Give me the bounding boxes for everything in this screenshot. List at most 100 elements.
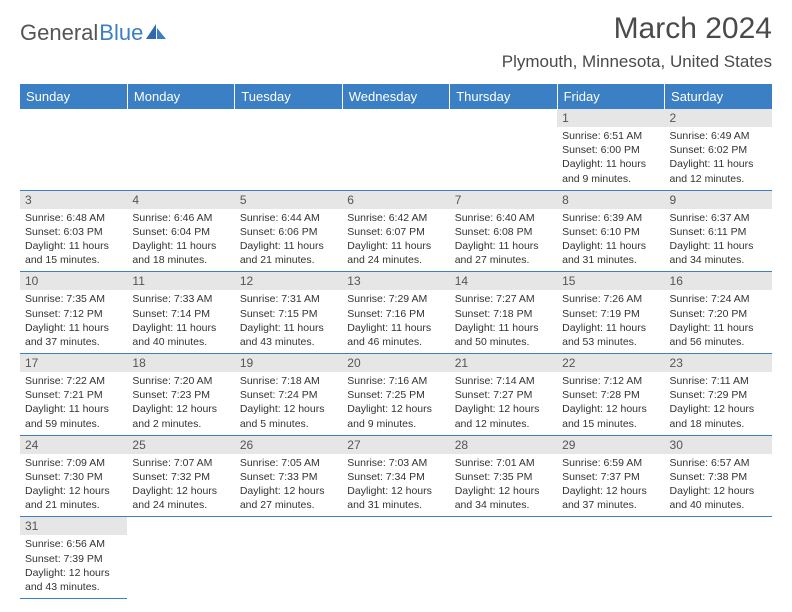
calendar-cell: 3Sunrise: 6:48 AMSunset: 6:03 PMDaylight… (20, 190, 127, 272)
calendar-cell: 18Sunrise: 7:20 AMSunset: 7:23 PMDayligh… (127, 354, 234, 436)
calendar-cell: 20Sunrise: 7:16 AMSunset: 7:25 PMDayligh… (342, 354, 449, 436)
sunset-line: Sunset: 6:07 PM (347, 225, 444, 239)
daylight-line: Daylight: 11 hours and 40 minutes. (132, 321, 229, 349)
calendar-cell (665, 517, 772, 599)
sunset-line: Sunset: 7:19 PM (562, 307, 659, 321)
calendar-cell: 2Sunrise: 6:49 AMSunset: 6:02 PMDaylight… (665, 109, 772, 190)
daylight-line: Daylight: 11 hours and 27 minutes. (455, 239, 552, 267)
day-number: 30 (665, 436, 772, 454)
sunrise-line: Sunrise: 6:37 AM (670, 211, 767, 225)
day-number: 22 (557, 354, 664, 372)
day-body: Sunrise: 7:26 AMSunset: 7:19 PMDaylight:… (557, 290, 664, 353)
day-number: 27 (342, 436, 449, 454)
sunrise-line: Sunrise: 7:31 AM (240, 292, 337, 306)
day-body: Sunrise: 7:01 AMSunset: 7:35 PMDaylight:… (450, 454, 557, 517)
sunset-line: Sunset: 7:37 PM (562, 470, 659, 484)
day-number: 13 (342, 272, 449, 290)
day-body: Sunrise: 6:46 AMSunset: 6:04 PMDaylight:… (127, 209, 234, 272)
daylight-line: Daylight: 11 hours and 56 minutes. (670, 321, 767, 349)
calendar-cell: 7Sunrise: 6:40 AMSunset: 6:08 PMDaylight… (450, 190, 557, 272)
day-number: 25 (127, 436, 234, 454)
sunset-line: Sunset: 6:08 PM (455, 225, 552, 239)
calendar-cell: 14Sunrise: 7:27 AMSunset: 7:18 PMDayligh… (450, 272, 557, 354)
sunset-line: Sunset: 7:12 PM (25, 307, 122, 321)
sunset-line: Sunset: 7:38 PM (670, 470, 767, 484)
daylight-line: Daylight: 11 hours and 15 minutes. (25, 239, 122, 267)
daylight-line: Daylight: 12 hours and 21 minutes. (25, 484, 122, 512)
calendar-table: SundayMondayTuesdayWednesdayThursdayFrid… (20, 84, 772, 599)
calendar-cell (342, 517, 449, 599)
day-body: Sunrise: 6:39 AMSunset: 6:10 PMDaylight:… (557, 209, 664, 272)
daylight-line: Daylight: 11 hours and 31 minutes. (562, 239, 659, 267)
calendar-row: 1Sunrise: 6:51 AMSunset: 6:00 PMDaylight… (20, 109, 772, 190)
daylight-line: Daylight: 12 hours and 18 minutes. (670, 402, 767, 430)
sunrise-line: Sunrise: 7:18 AM (240, 374, 337, 388)
logo: GeneralBlue (20, 20, 168, 46)
sunrise-line: Sunrise: 7:12 AM (562, 374, 659, 388)
calendar-cell (235, 109, 342, 190)
day-number: 28 (450, 436, 557, 454)
title-block: March 2024 Plymouth, Minnesota, United S… (502, 12, 772, 80)
day-number: 10 (20, 272, 127, 290)
day-body: Sunrise: 6:59 AMSunset: 7:37 PMDaylight:… (557, 454, 664, 517)
day-number: 6 (342, 191, 449, 209)
logo-sail-icon (146, 20, 168, 46)
sunrise-line: Sunrise: 7:09 AM (25, 456, 122, 470)
sunrise-line: Sunrise: 6:39 AM (562, 211, 659, 225)
day-body: Sunrise: 7:09 AMSunset: 7:30 PMDaylight:… (20, 454, 127, 517)
calendar-cell: 1Sunrise: 6:51 AMSunset: 6:00 PMDaylight… (557, 109, 664, 190)
day-number: 14 (450, 272, 557, 290)
day-body: Sunrise: 6:51 AMSunset: 6:00 PMDaylight:… (557, 127, 664, 190)
daylight-line: Daylight: 12 hours and 34 minutes. (455, 484, 552, 512)
calendar-cell: 24Sunrise: 7:09 AMSunset: 7:30 PMDayligh… (20, 435, 127, 517)
day-body: Sunrise: 6:37 AMSunset: 6:11 PMDaylight:… (665, 209, 772, 272)
day-number: 21 (450, 354, 557, 372)
sunrise-line: Sunrise: 7:14 AM (455, 374, 552, 388)
sunset-line: Sunset: 7:28 PM (562, 388, 659, 402)
daylight-line: Daylight: 12 hours and 24 minutes. (132, 484, 229, 512)
sunrise-line: Sunrise: 6:42 AM (347, 211, 444, 225)
calendar-row: 17Sunrise: 7:22 AMSunset: 7:21 PMDayligh… (20, 354, 772, 436)
calendar-cell: 30Sunrise: 6:57 AMSunset: 7:38 PMDayligh… (665, 435, 772, 517)
daylight-line: Daylight: 11 hours and 24 minutes. (347, 239, 444, 267)
day-number: 11 (127, 272, 234, 290)
day-body: Sunrise: 7:16 AMSunset: 7:25 PMDaylight:… (342, 372, 449, 435)
header: GeneralBlue March 2024 Plymouth, Minneso… (20, 12, 772, 80)
day-header: Wednesday (342, 84, 449, 109)
sunrise-line: Sunrise: 7:11 AM (670, 374, 767, 388)
day-number: 31 (20, 517, 127, 535)
sunrise-line: Sunrise: 7:03 AM (347, 456, 444, 470)
calendar-cell (235, 517, 342, 599)
sunset-line: Sunset: 6:02 PM (670, 143, 767, 157)
day-body: Sunrise: 7:18 AMSunset: 7:24 PMDaylight:… (235, 372, 342, 435)
day-number: 19 (235, 354, 342, 372)
location: Plymouth, Minnesota, United States (502, 52, 772, 72)
calendar-row: 10Sunrise: 7:35 AMSunset: 7:12 PMDayligh… (20, 272, 772, 354)
calendar-cell: 27Sunrise: 7:03 AMSunset: 7:34 PMDayligh… (342, 435, 449, 517)
calendar-cell (557, 517, 664, 599)
sunrise-line: Sunrise: 6:49 AM (670, 129, 767, 143)
calendar-cell: 13Sunrise: 7:29 AMSunset: 7:16 PMDayligh… (342, 272, 449, 354)
sunset-line: Sunset: 6:06 PM (240, 225, 337, 239)
daylight-line: Daylight: 11 hours and 53 minutes. (562, 321, 659, 349)
calendar-cell: 19Sunrise: 7:18 AMSunset: 7:24 PMDayligh… (235, 354, 342, 436)
calendar-cell: 8Sunrise: 6:39 AMSunset: 6:10 PMDaylight… (557, 190, 664, 272)
day-number: 23 (665, 354, 772, 372)
sunset-line: Sunset: 7:14 PM (132, 307, 229, 321)
day-header: Saturday (665, 84, 772, 109)
day-body: Sunrise: 6:56 AMSunset: 7:39 PMDaylight:… (20, 535, 127, 598)
daylight-line: Daylight: 11 hours and 50 minutes. (455, 321, 552, 349)
daylight-line: Daylight: 12 hours and 43 minutes. (25, 566, 122, 594)
sunrise-line: Sunrise: 6:57 AM (670, 456, 767, 470)
sunset-line: Sunset: 7:21 PM (25, 388, 122, 402)
daylight-line: Daylight: 11 hours and 46 minutes. (347, 321, 444, 349)
calendar-cell: 22Sunrise: 7:12 AMSunset: 7:28 PMDayligh… (557, 354, 664, 436)
calendar-cell: 23Sunrise: 7:11 AMSunset: 7:29 PMDayligh… (665, 354, 772, 436)
sunset-line: Sunset: 7:23 PM (132, 388, 229, 402)
sunrise-line: Sunrise: 6:46 AM (132, 211, 229, 225)
day-number: 3 (20, 191, 127, 209)
day-number: 17 (20, 354, 127, 372)
day-number: 4 (127, 191, 234, 209)
day-body: Sunrise: 7:22 AMSunset: 7:21 PMDaylight:… (20, 372, 127, 435)
day-body: Sunrise: 6:57 AMSunset: 7:38 PMDaylight:… (665, 454, 772, 517)
